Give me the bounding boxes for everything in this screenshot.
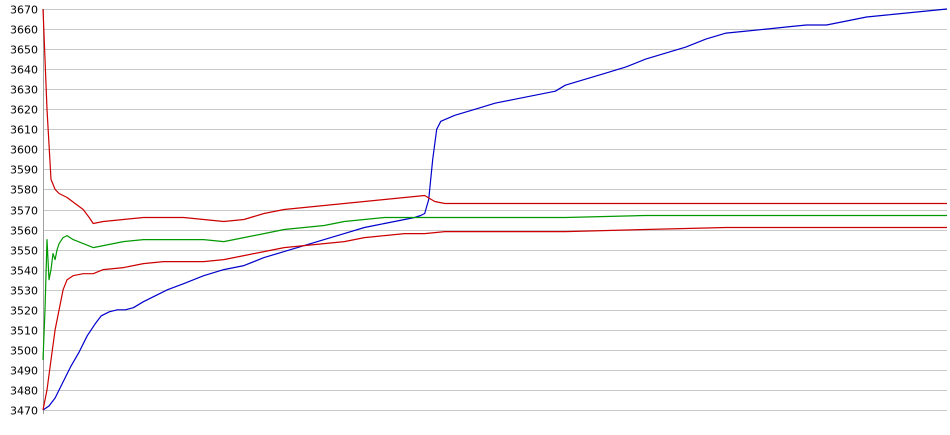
y-tick-label: 3640 bbox=[10, 64, 38, 77]
grid-layer bbox=[43, 9, 947, 411]
series-layer bbox=[42, 8, 948, 411]
y-tick-label: 3590 bbox=[10, 164, 38, 177]
y-tick-label: 3500 bbox=[10, 345, 38, 358]
y-tick-label: 3530 bbox=[10, 285, 38, 298]
y-tick-label: 3490 bbox=[10, 365, 38, 378]
y-tick-label: 3650 bbox=[10, 44, 38, 57]
y-tick-label: 3620 bbox=[10, 104, 38, 117]
y-tick-label: 3510 bbox=[10, 325, 38, 338]
series-line-4 bbox=[42, 226, 947, 411]
y-tick-label: 3520 bbox=[10, 305, 38, 318]
y-tick-label: 3540 bbox=[10, 265, 38, 278]
y-tick-label: 3610 bbox=[10, 124, 38, 137]
y-tick-label: 3570 bbox=[10, 205, 38, 218]
y-tick-label: 3630 bbox=[10, 84, 38, 97]
series-line-2 bbox=[42, 8, 947, 225]
y-tick-label: 3670 bbox=[10, 4, 38, 17]
y-tick-label: 3600 bbox=[10, 144, 38, 157]
y-tick-label: 3660 bbox=[10, 24, 38, 37]
y-tick-label: 3480 bbox=[10, 385, 38, 398]
y-tick-label: 3560 bbox=[10, 225, 38, 238]
y-tick-label: 3550 bbox=[10, 245, 38, 258]
y-tick-label: 3470 bbox=[10, 405, 38, 418]
series-line-1 bbox=[42, 8, 948, 411]
series-line-3 bbox=[42, 214, 947, 360]
y-tick-labels: 3670 3660 3650 3640 3630 3620 3610 3600 3590 3580… bbox=[10, 4, 38, 418]
y-tick-label: 3580 bbox=[10, 184, 38, 197]
